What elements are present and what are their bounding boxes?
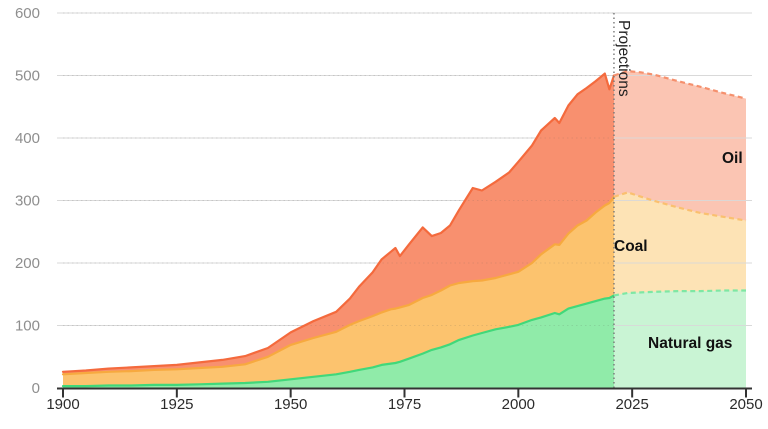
line-oil-projection xyxy=(613,70,747,100)
x-tick-label: 1950 xyxy=(274,396,307,413)
area-label-coal: Coal xyxy=(614,238,648,255)
projections-label: Projections xyxy=(615,20,632,97)
area-label-natural-gas: Natural gas xyxy=(648,335,732,352)
x-tick-label: 1975 xyxy=(388,396,421,413)
line-coal-projection xyxy=(613,191,747,222)
area-natural-gas-historical xyxy=(63,295,614,388)
line-natural-gas-historical xyxy=(61,294,616,388)
y-tick-label: 500 xyxy=(15,68,40,85)
line-natural-gas-projection xyxy=(613,289,746,297)
line-oil-historical xyxy=(61,72,616,373)
x-tick-label: 2025 xyxy=(615,396,648,413)
area-natural-gas-projection xyxy=(614,290,746,388)
y-tick-label: 300 xyxy=(15,193,40,210)
y-tick-label: 0 xyxy=(32,380,40,397)
area-label-oil: Oil xyxy=(722,150,743,167)
y-tick-label: 100 xyxy=(15,318,40,335)
line-coal-historical xyxy=(61,195,616,376)
x-tick-label: 2000 xyxy=(502,396,535,413)
y-tick-label: 600 xyxy=(15,5,40,22)
y-tick-label: 200 xyxy=(15,255,40,272)
x-tick-label: 2050 xyxy=(729,396,762,413)
x-tick-label: 1925 xyxy=(160,396,193,413)
x-tick-label: 1900 xyxy=(46,396,79,413)
y-tick-label: 400 xyxy=(15,130,40,147)
